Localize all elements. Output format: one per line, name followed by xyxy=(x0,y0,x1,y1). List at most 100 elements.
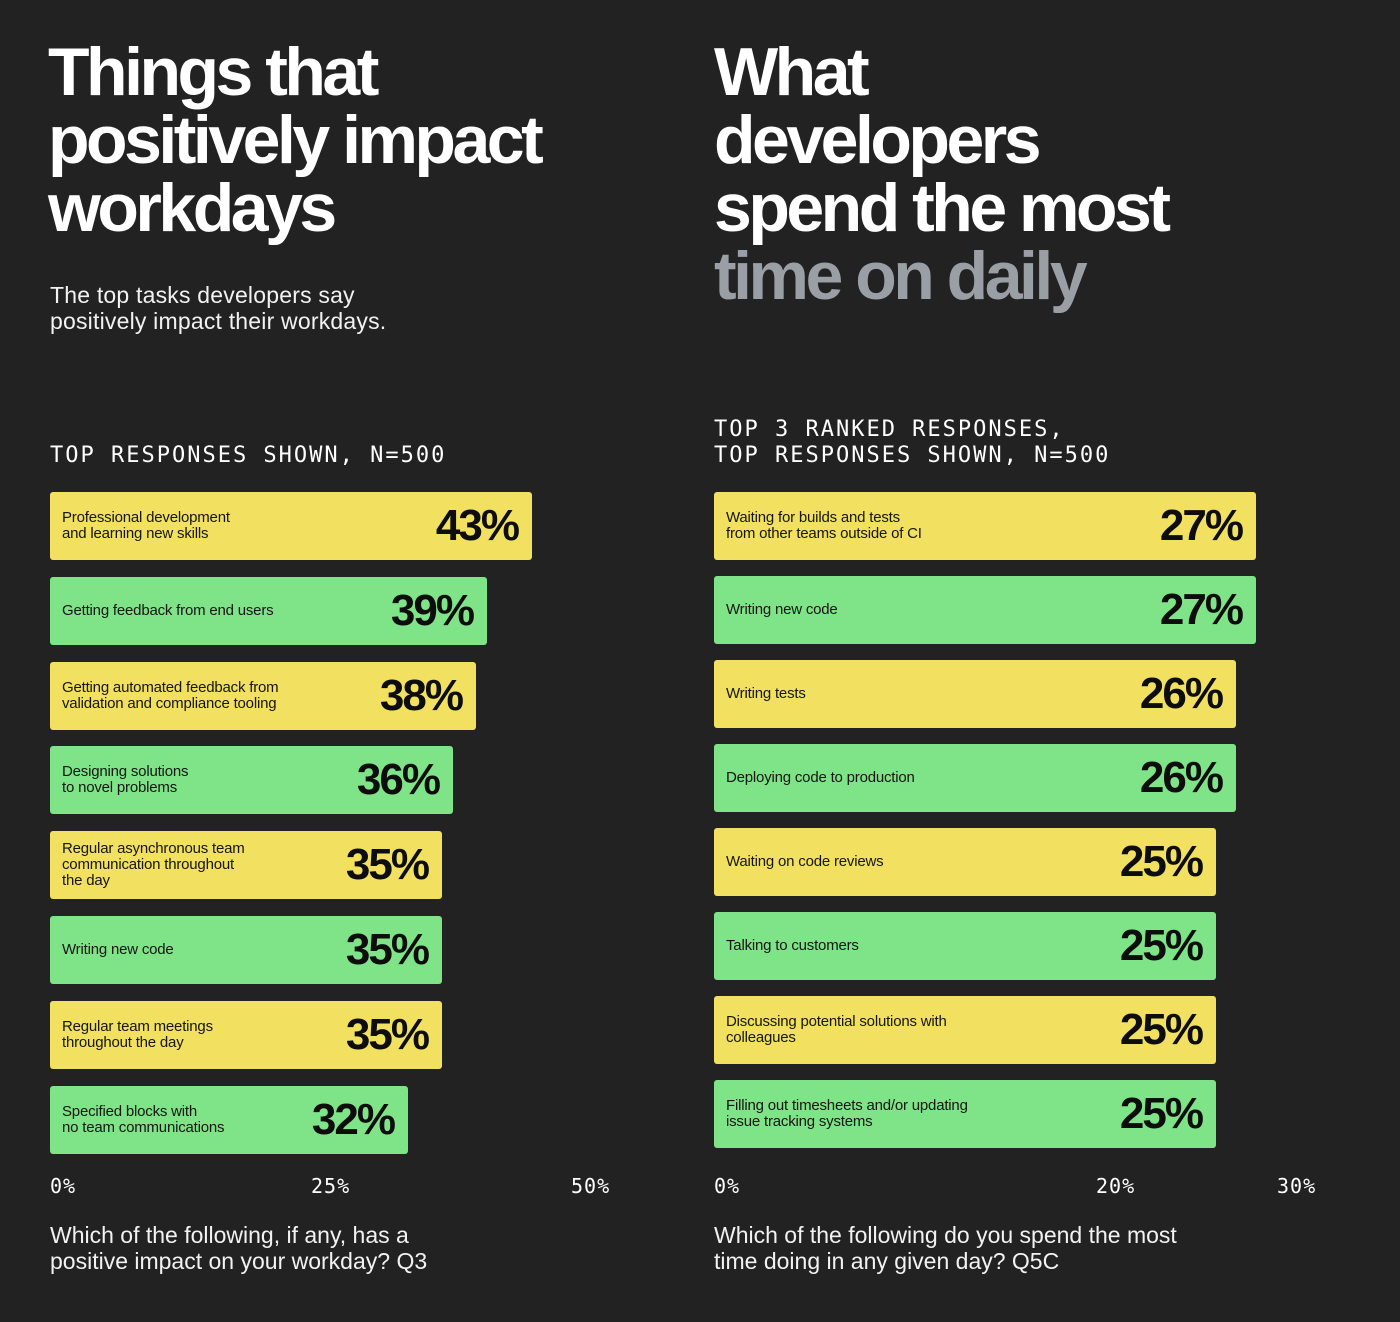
bar: Deploying code to production 26% xyxy=(714,744,1236,812)
bar-value-label: 43% xyxy=(435,501,520,550)
bar-label: Professional development and learning new… xyxy=(62,510,230,542)
bar: Getting automated feedback from validatio… xyxy=(50,661,476,730)
left-title: Things that positively impact workdays xyxy=(48,34,544,246)
bar-label: Specified blocks with no team communicati… xyxy=(62,1102,225,1136)
bar-label: Waiting on code reviews xyxy=(726,853,884,870)
bar-label-line: and learning new skills xyxy=(62,525,209,542)
left-subtitle-line: positively impact their workdays. xyxy=(50,308,387,334)
bar-label-line: communication throughout xyxy=(62,856,234,874)
right-title: What developers spend the most time on d… xyxy=(714,34,1171,314)
left-sample-note: TOP RESPONSES SHOWN, N=500 xyxy=(50,443,446,469)
bar-label: Getting feedback from end users xyxy=(62,601,274,619)
bar-label-line: Regular asynchronous team xyxy=(62,840,245,858)
left-note-line: TOP RESPONSES SHOWN, N=500 xyxy=(50,443,447,468)
bar-label-line: Writing new code xyxy=(726,601,838,618)
right-question-line: Which of the following do you spend the … xyxy=(714,1222,1177,1248)
bar-label-line: colleagues xyxy=(726,1029,796,1046)
bar-value-label: 38% xyxy=(379,670,464,720)
bar-value-label: 26% xyxy=(1139,753,1224,802)
bar-value-label: 26% xyxy=(1139,669,1224,718)
bar-value-label: 25% xyxy=(1119,1005,1204,1054)
bar-label-line: issue tracking systems xyxy=(726,1113,873,1130)
bar-value-label: 35% xyxy=(345,840,430,890)
bar: Writing new code 27% xyxy=(714,576,1256,644)
bar-value-label: 25% xyxy=(1119,837,1204,886)
right-title-line: spend the most xyxy=(714,170,1171,246)
bar-label-line: Getting automated feedback from xyxy=(62,678,279,696)
bar-value-label: 36% xyxy=(356,755,441,805)
right-note-line: TOP RESPONSES SHOWN, N=500 xyxy=(714,443,1111,468)
bar: Professional development and learning new… xyxy=(50,492,532,560)
bar: Waiting for builds and tests from other t… xyxy=(714,492,1256,560)
bar-label-line: to novel problems xyxy=(62,779,177,797)
bar-value-label: 25% xyxy=(1119,921,1204,970)
x-tick-label: 0% xyxy=(50,1174,77,1198)
bar-label-line: Waiting for builds and tests xyxy=(726,509,900,526)
bar: Regular asynchronous team communication t… xyxy=(50,831,442,900)
bar: Regular team meetings throughout the day 3… xyxy=(50,1000,442,1069)
bar-value-label: 27% xyxy=(1159,501,1244,550)
bar: Getting feedback from end users 39% xyxy=(50,576,487,645)
right-note-line: TOP 3 RANKED RESPONSES, xyxy=(714,417,1065,442)
bar-label-line: the day xyxy=(62,872,110,890)
left-x-axis: 0% 25% 50% xyxy=(50,1174,609,1204)
positive-impact-panel: Things that positively impact workdays T… xyxy=(0,0,690,1322)
right-bar-chart: Waiting for builds and tests from other t… xyxy=(714,492,1314,1152)
bar: Writing tests 26% xyxy=(714,660,1236,728)
bar: Specified blocks with no team communicati… xyxy=(50,1085,408,1154)
bar-label: Deploying code to production xyxy=(726,770,915,786)
bar-value-label: 25% xyxy=(1119,1089,1204,1138)
right-sample-note: TOP 3 RANKED RESPONSES, TOP RESPONSES SH… xyxy=(714,417,1110,469)
bar: Talking to customers 25% xyxy=(714,912,1216,980)
left-bar-chart: Professional development and learning new… xyxy=(50,492,590,1154)
bar-label-line: Designing solutions xyxy=(62,763,189,781)
bar-value-label: 39% xyxy=(390,585,475,635)
bar-label-line: from other teams outside of CI xyxy=(726,525,922,542)
right-title-line: What xyxy=(714,34,870,110)
bar-label: Getting automated feedback from validatio… xyxy=(62,678,279,712)
bar-label-line: Waiting on code reviews xyxy=(726,853,884,870)
bar-label-line: no team communications xyxy=(62,1118,225,1136)
bar-label-line: Professional development xyxy=(62,509,230,526)
bar-label: Discussing potential solutions with colle… xyxy=(726,1014,947,1046)
left-subtitle-line: The top tasks developers say xyxy=(50,282,355,308)
bar-label-line: Talking to customers xyxy=(726,937,859,954)
bar-label: Waiting for builds and tests from other t… xyxy=(726,510,922,542)
right-question: Which of the following do you spend the … xyxy=(714,1222,1177,1274)
x-tick-label: 30% xyxy=(1277,1174,1317,1198)
left-question: Which of the following, if any, has a po… xyxy=(50,1222,427,1274)
bar: Filling out timesheets and/or updating is… xyxy=(714,1080,1216,1148)
left-title-line: Things that xyxy=(48,34,379,110)
bar-label-line: Deploying code to production xyxy=(726,769,915,786)
x-tick-label: 25% xyxy=(311,1174,351,1198)
bar-label: Writing new code xyxy=(726,602,838,618)
bar-label-line: validation and compliance tooling xyxy=(62,694,277,712)
bar: Discussing potential solutions with colle… xyxy=(714,996,1216,1064)
x-tick-label: 0% xyxy=(714,1174,741,1198)
left-title-line: workdays xyxy=(48,170,337,246)
bar-label: Writing tests xyxy=(726,686,806,702)
right-title-highlight: time on daily xyxy=(714,238,1088,314)
right-question-line: time doing in any given day? Q5C xyxy=(714,1248,1060,1274)
bar-label-line: Writing tests xyxy=(726,685,806,702)
bar: Waiting on code reviews 25% xyxy=(714,828,1216,896)
bar-value-label: 32% xyxy=(311,1094,396,1144)
bar: Writing new code 35% xyxy=(50,916,442,984)
bar-label-line: Specified blocks with xyxy=(62,1102,198,1120)
bar-label-line: Filling out timesheets and/or updating xyxy=(726,1097,968,1114)
bar-label-line: Discussing potential solutions with xyxy=(726,1013,947,1030)
bar-value-label: 35% xyxy=(345,925,430,974)
x-tick-label: 50% xyxy=(571,1174,611,1198)
bar-label-line: Writing new code xyxy=(62,941,174,958)
bar-value-label: 27% xyxy=(1159,585,1244,634)
time-spent-panel: What developers spend the most time on d… xyxy=(690,0,1400,1322)
left-question-line: positive impact on your workday? Q3 xyxy=(50,1248,428,1274)
bar-label: Designing solutions to novel problems xyxy=(62,764,188,796)
bar-label-line: throughout the day xyxy=(62,1033,184,1051)
left-title-line: positively impact xyxy=(48,102,544,178)
left-subtitle: The top tasks developers say positively … xyxy=(50,282,386,334)
bar-label-line: Getting feedback from end users xyxy=(62,601,274,619)
bar-value-label: 35% xyxy=(345,1009,430,1059)
bar-label: Regular team meetings throughout the day xyxy=(62,1018,213,1051)
right-title-line: developers xyxy=(714,102,1042,178)
